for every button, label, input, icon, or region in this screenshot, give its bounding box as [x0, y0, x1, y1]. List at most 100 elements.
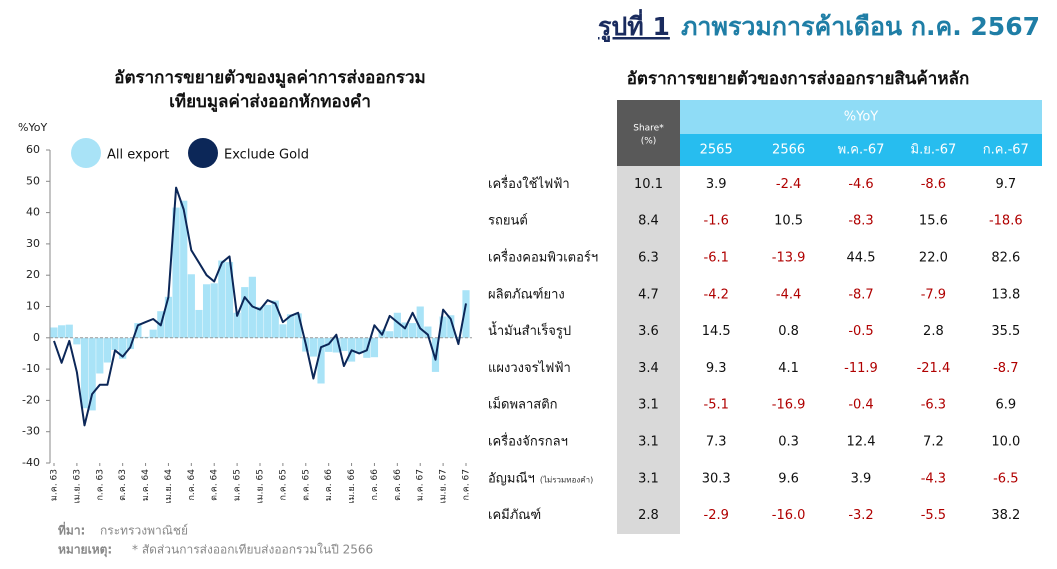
group-header-bg	[680, 100, 1042, 134]
column-header: 2565	[700, 143, 733, 158]
legend-swatch	[188, 138, 218, 168]
figure-label: รูปที่ 1	[598, 9, 670, 43]
note-text: * สัดส่วนการส่งออกเทียบส่งออกรวมในปี 256…	[132, 543, 373, 557]
chart-title: อัตราการขยายตัวของมูลค่าการส่งออกรวม	[114, 68, 426, 89]
share-cell: 3.1	[638, 398, 659, 413]
bar	[416, 306, 424, 338]
value-cell: 0.8	[778, 324, 799, 339]
bar	[279, 324, 287, 338]
bar	[401, 322, 409, 338]
row-label: อัญมณีฯ	[488, 470, 535, 486]
share-header: Share*	[633, 124, 664, 134]
value-cell: 0.3	[778, 435, 799, 450]
row-label: เม็ดพลาสติก	[488, 395, 558, 413]
y-tick-label: 30	[26, 237, 40, 250]
bar	[386, 331, 394, 338]
value-cell: 9.6	[778, 471, 799, 486]
value-cell: -2.4	[776, 177, 801, 192]
value-cell: -8.3	[848, 214, 873, 229]
share-cell: 3.1	[638, 471, 659, 486]
source-label: ที่มา:	[58, 522, 85, 538]
y-tick-label: 40	[26, 206, 40, 219]
value-cell: 7.2	[923, 435, 944, 450]
group-header: %YoY	[844, 110, 879, 125]
value-cell: 6.9	[995, 398, 1016, 413]
bar	[218, 260, 226, 338]
x-tick-label: ม.ค. 65	[233, 469, 243, 501]
value-cell: -0.4	[848, 398, 873, 413]
figure-title: ภาพรวมการค้าเดือน ก.ค. 2567	[681, 12, 1040, 41]
value-cell: 22.0	[919, 251, 948, 266]
bar	[294, 313, 302, 338]
column-header: 2566	[772, 143, 805, 158]
bar	[317, 337, 325, 384]
x-tick-label: เม.ย. 65	[256, 469, 266, 503]
bar	[233, 312, 241, 338]
value-cell: -8.7	[993, 361, 1018, 376]
row-label: เครื่องคอมพิวเตอร์ฯ	[488, 249, 598, 266]
row-label: เคมีภัณฑ์	[488, 507, 541, 523]
note-label: หมายเหตุ:	[58, 543, 112, 558]
bar	[241, 287, 249, 338]
bar	[119, 337, 127, 359]
row-note: (ไม่รวมทองคำ)	[540, 475, 593, 484]
legend-swatch	[71, 138, 101, 168]
value-cell: 44.5	[847, 251, 876, 266]
x-tick-label: ต.ค. 66	[393, 469, 403, 501]
value-cell: 35.5	[991, 324, 1020, 339]
bar	[340, 337, 348, 351]
x-tick-label: เม.ย. 64	[164, 469, 174, 504]
y-tick-label: -30	[22, 425, 40, 438]
x-tick-label: ม.ค. 63	[50, 469, 60, 501]
bar	[195, 309, 203, 338]
value-cell: 4.1	[778, 361, 799, 376]
value-cell: 3.9	[851, 471, 872, 486]
value-cell: 9.7	[995, 177, 1016, 192]
share-cell: 8.4	[638, 214, 659, 229]
row-label: เครื่องใช้ไฟฟ้า	[488, 175, 570, 192]
bar	[355, 337, 363, 353]
share-cell: 3.6	[638, 324, 659, 339]
value-cell: -21.4	[917, 361, 951, 376]
legend-label: Exclude Gold	[224, 148, 309, 163]
bar	[447, 315, 455, 338]
share-cell: 3.1	[638, 435, 659, 450]
value-cell: -3.2	[848, 508, 873, 523]
x-tick-label: ต.ค. 65	[301, 469, 311, 501]
bar	[80, 337, 89, 409]
bar	[264, 304, 272, 338]
legend-label: All export	[107, 148, 169, 163]
x-tick-label: ต.ค. 63	[118, 469, 128, 501]
bar	[172, 207, 180, 338]
x-tick-label: ม.ค. 66	[324, 469, 334, 501]
bar	[103, 337, 112, 363]
bar	[424, 326, 432, 338]
x-tick-label: ก.ค. 65	[278, 469, 288, 501]
y-axis-label: %YoY	[18, 121, 47, 134]
share-cell: 3.4	[638, 361, 659, 376]
bar	[393, 312, 401, 338]
row-label: รถยนต์	[488, 213, 528, 229]
bar	[65, 324, 73, 338]
share-cell: 6.3	[638, 251, 659, 266]
value-cell: 15.6	[919, 214, 948, 229]
x-tick-label: ม.ค. 64	[141, 469, 151, 501]
bar	[73, 337, 81, 345]
y-tick-label: 0	[33, 331, 40, 344]
bar	[88, 337, 96, 411]
value-cell: -11.9	[844, 361, 878, 376]
column-header: มิ.ย.-67	[911, 143, 957, 158]
x-tick-label: ม.ค. 67	[416, 469, 426, 501]
bar	[408, 323, 417, 338]
x-tick-label: ก.ค. 66	[370, 469, 380, 501]
value-cell: -6.5	[993, 471, 1018, 486]
column-header: พ.ค.-67	[838, 143, 885, 158]
x-tick-label: เม.ย. 66	[347, 469, 357, 504]
y-tick-label: -20	[22, 393, 40, 406]
value-cell: 10.5	[774, 214, 803, 229]
value-cell: 82.6	[991, 251, 1020, 266]
value-cell: 10.0	[991, 435, 1020, 450]
value-cell: 12.4	[847, 435, 876, 450]
